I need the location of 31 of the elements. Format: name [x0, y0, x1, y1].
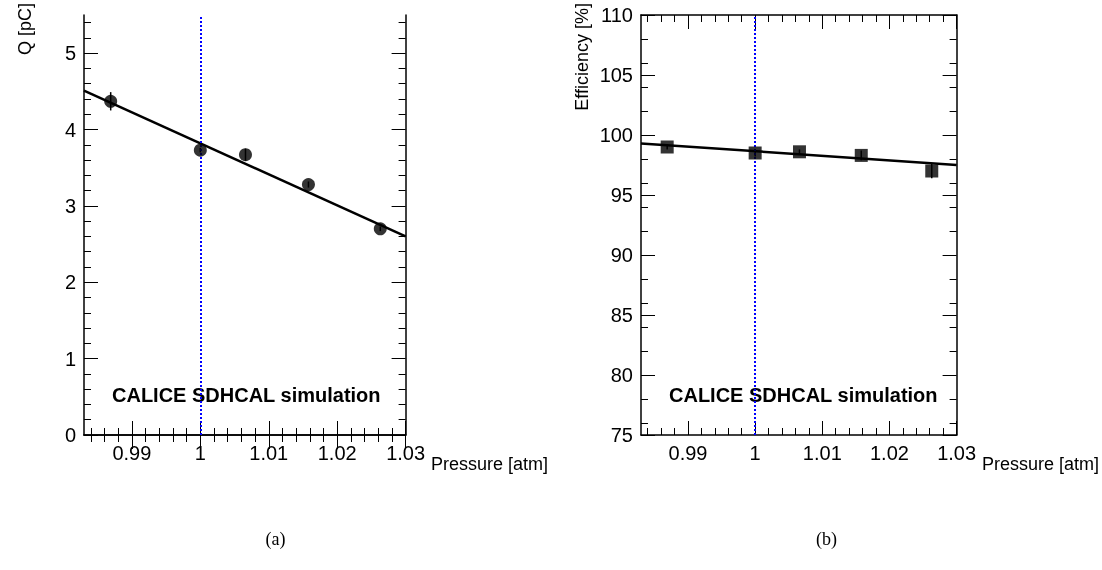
x-tick-label: 1.03	[386, 442, 426, 464]
y-tick-label: 85	[610, 304, 633, 326]
x-tick-label: 1.01	[249, 442, 289, 464]
text: (b)	[816, 529, 838, 550]
y-tick-label: 100	[599, 124, 633, 146]
text: (a)	[265, 529, 286, 550]
y-axis-title: Q [pC]	[15, 3, 35, 56]
x-tick-label: 0.99	[668, 442, 708, 464]
x-tick-label: 1.01	[802, 442, 842, 464]
y-axis-title: Efficiency [%]	[572, 3, 592, 111]
y-tick-label: 105	[599, 64, 633, 86]
x-tick-label: 1.02	[317, 442, 357, 464]
y-tick-label: 0	[64, 424, 76, 446]
y-tick-label: 80	[610, 364, 633, 386]
x-tick-label: 0.99	[112, 442, 152, 464]
y-tick-label: 110	[601, 4, 633, 26]
y-tick-label: 3	[64, 194, 76, 217]
x-tick-label: 1	[749, 442, 761, 464]
annotation: CALICE SDHCAL simulation	[669, 384, 938, 406]
y-tick-label: 2	[64, 271, 76, 294]
x-tick-label: 1.03	[937, 442, 977, 464]
y-tick-label: 95	[610, 184, 633, 206]
annotation: CALICE SDHCAL simulation	[112, 384, 381, 406]
x-axis-title: Pressure [atm]	[981, 454, 1099, 474]
y-tick-label: 5	[64, 42, 76, 65]
x-axis-title: Pressure [atm]	[430, 454, 548, 474]
y-tick-label: 90	[610, 244, 633, 266]
y-tick-label: 1	[64, 347, 76, 370]
y-tick-label: 75	[610, 424, 633, 446]
x-tick-label: 1.02	[869, 442, 909, 464]
y-tick-label: 4	[64, 118, 76, 141]
